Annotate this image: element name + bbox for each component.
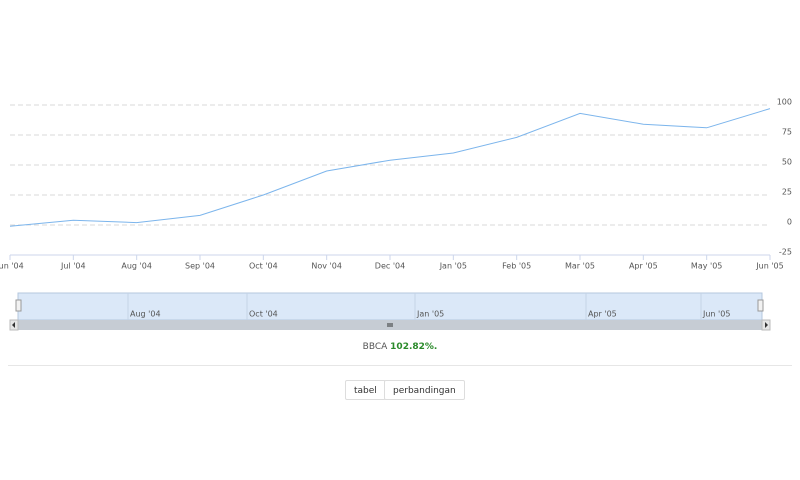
x-tick-label: Feb '05 — [502, 262, 531, 271]
separator — [8, 365, 792, 366]
button-tabel[interactable]: tabel — [345, 380, 386, 400]
button-perbandingan[interactable]: perbandingan — [384, 380, 465, 400]
navigator-label: Aug '04 — [130, 310, 161, 319]
scroll-right-arrow — [765, 322, 768, 328]
x-tick-label: Jul '04 — [60, 262, 86, 271]
y-tick-label: 50 — [782, 158, 792, 167]
scroll-left-arrow — [12, 322, 15, 328]
y-tick-label: 0 — [787, 218, 792, 227]
chart: -25 0 25 50 75 100 Jun '04 Jul '04 Aug '04 Sep '0… — [0, 98, 792, 331]
navigator-label: Jan '05 — [416, 310, 444, 319]
navigator-label: Oct '04 — [249, 310, 278, 319]
x-tick-label: Jun '04 — [0, 262, 24, 271]
y-tick-label: 100 — [777, 98, 792, 107]
navigator-label: Jun '05 — [702, 310, 730, 319]
series-line — [9, 108, 771, 227]
navigator-label: Apr '05 — [588, 310, 617, 319]
navigator-handle-left[interactable] — [15, 299, 22, 312]
summary-label: BBCA — [362, 342, 388, 352]
x-tick-label: Sep '04 — [185, 262, 215, 271]
y-tick-label: 25 — [782, 188, 792, 197]
scrollbar-grip — [387, 323, 393, 327]
summary-value: 102.82%. — [390, 342, 438, 352]
x-tick-label: Mar '05 — [565, 262, 595, 271]
y-tick-label: 75 — [782, 128, 792, 137]
x-tick-label: Jun '05 — [755, 262, 783, 271]
x-tick-label: Nov '04 — [311, 262, 342, 271]
x-tick-label: Aug '04 — [121, 262, 152, 271]
summary: BBCA 102.82%. — [0, 342, 800, 352]
x-tick-label: Jan '05 — [439, 262, 467, 271]
x-tick-label: May '05 — [691, 262, 722, 271]
y-tick-label: -25 — [779, 248, 792, 257]
navigator-handle-right[interactable] — [757, 299, 764, 312]
x-tick-label: Dec '04 — [375, 262, 405, 271]
x-tick-label: Oct '04 — [249, 262, 278, 271]
x-tick-label: Apr '05 — [629, 262, 658, 271]
